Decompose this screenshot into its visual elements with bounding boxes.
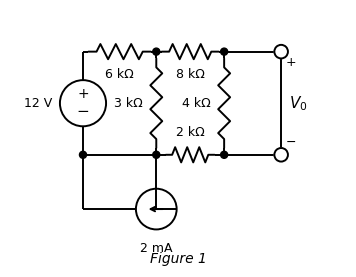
Circle shape: [221, 48, 228, 55]
Text: 12 V: 12 V: [23, 97, 52, 110]
Circle shape: [221, 151, 228, 158]
Text: 2 mA: 2 mA: [140, 242, 173, 255]
Circle shape: [153, 151, 160, 158]
Circle shape: [274, 45, 288, 58]
Text: $V_0$: $V_0$: [289, 94, 308, 112]
Circle shape: [79, 151, 87, 158]
Text: 8 kΩ: 8 kΩ: [176, 68, 205, 81]
Text: −: −: [285, 136, 296, 149]
Text: −: −: [77, 104, 89, 119]
Text: 2 kΩ: 2 kΩ: [176, 125, 205, 138]
Text: +: +: [77, 88, 89, 101]
Circle shape: [274, 148, 288, 161]
Circle shape: [153, 48, 160, 55]
Text: 4 kΩ: 4 kΩ: [182, 97, 210, 110]
Text: 3 kΩ: 3 kΩ: [114, 97, 143, 110]
Text: Figure 1: Figure 1: [150, 252, 206, 266]
Text: 6 kΩ: 6 kΩ: [105, 68, 134, 81]
Text: +: +: [285, 56, 296, 69]
